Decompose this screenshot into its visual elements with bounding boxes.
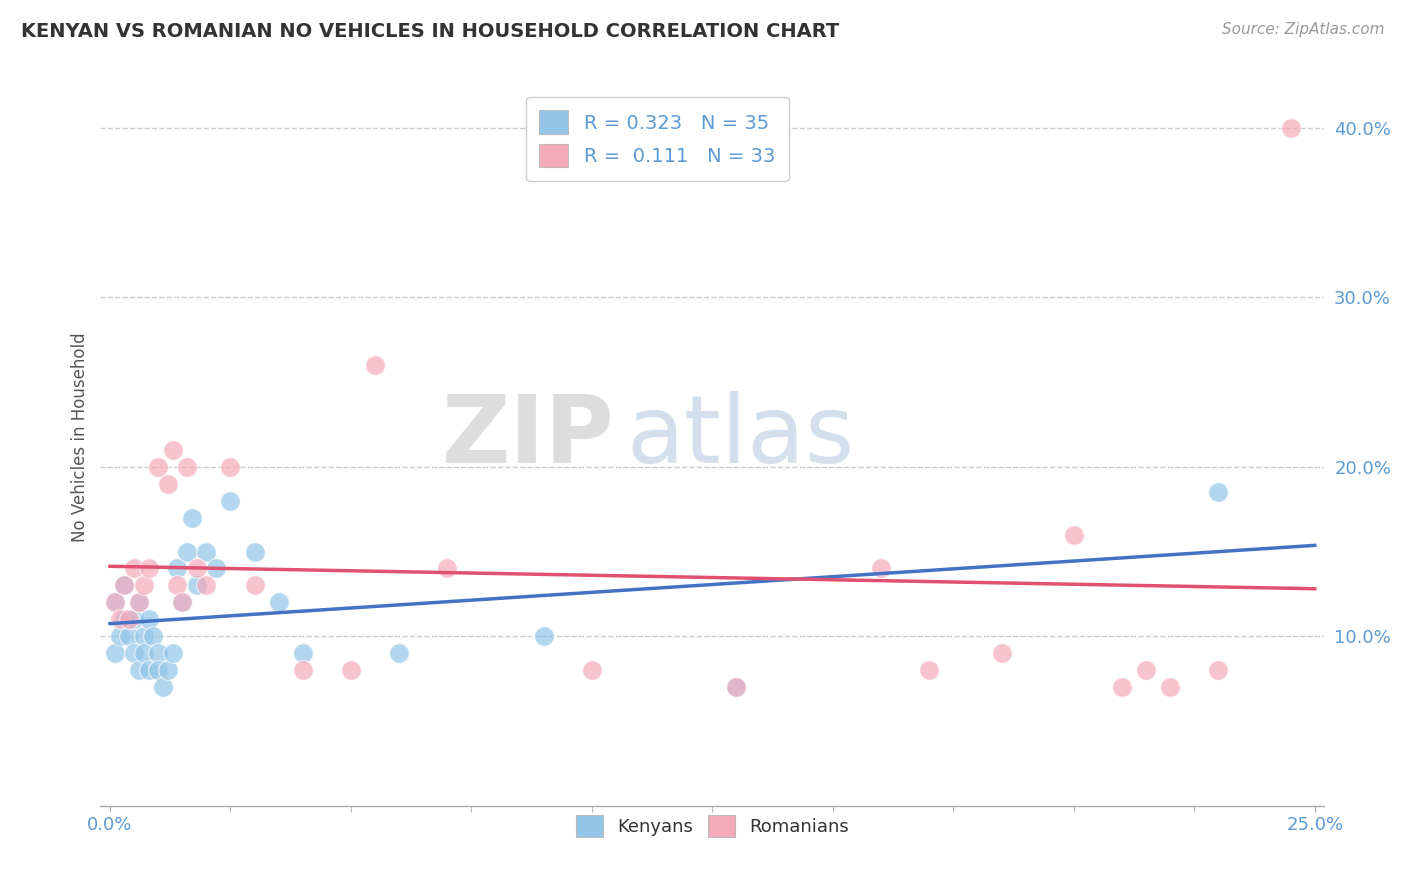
Point: [166, 561, 188, 575]
Point: [128, 595, 150, 609]
Point: [108, 629, 131, 643]
Point: [118, 612, 141, 626]
Point: [291, 663, 314, 677]
Point: [162, 442, 184, 457]
Point: [104, 595, 127, 609]
Point: [195, 578, 218, 592]
Point: [114, 578, 136, 592]
Point: [219, 493, 242, 508]
Point: [186, 561, 208, 575]
Point: [364, 358, 387, 372]
Point: [1135, 663, 1157, 677]
Point: [132, 629, 155, 643]
Point: [725, 680, 748, 694]
Point: [176, 459, 198, 474]
Point: [132, 578, 155, 592]
Point: [918, 663, 941, 677]
Point: [176, 544, 198, 558]
Point: [122, 561, 145, 575]
Point: [195, 544, 218, 558]
Point: [581, 663, 603, 677]
Text: Source: ZipAtlas.com: Source: ZipAtlas.com: [1222, 22, 1385, 37]
Point: [267, 595, 290, 609]
Text: KENYAN VS ROMANIAN NO VEHICLES IN HOUSEHOLD CORRELATION CHART: KENYAN VS ROMANIAN NO VEHICLES IN HOUSEH…: [21, 22, 839, 41]
Point: [1063, 527, 1085, 541]
Point: [180, 510, 202, 524]
Point: [243, 544, 266, 558]
Point: [243, 578, 266, 592]
Point: [152, 680, 174, 694]
Point: [533, 629, 555, 643]
Point: [128, 663, 150, 677]
Point: [291, 646, 314, 660]
Point: [172, 595, 194, 609]
Point: [138, 663, 160, 677]
Point: [1279, 120, 1302, 135]
Point: [138, 561, 160, 575]
Point: [138, 612, 160, 626]
Point: [436, 561, 458, 575]
Point: [205, 561, 228, 575]
Point: [114, 612, 136, 626]
Point: [162, 646, 184, 660]
Point: [186, 578, 208, 592]
Text: atlas: atlas: [627, 391, 855, 483]
Point: [388, 646, 411, 660]
Point: [122, 646, 145, 660]
Point: [148, 663, 170, 677]
Point: [118, 629, 141, 643]
Point: [340, 663, 363, 677]
Point: [156, 663, 179, 677]
Point: [148, 459, 170, 474]
Point: [172, 595, 194, 609]
Point: [122, 612, 145, 626]
Point: [114, 578, 136, 592]
Point: [148, 646, 170, 660]
Point: [166, 578, 188, 592]
Point: [1208, 485, 1230, 500]
Point: [104, 595, 127, 609]
Point: [219, 459, 242, 474]
Point: [870, 561, 893, 575]
Point: [1159, 680, 1181, 694]
Legend: Kenyans, Romanians: Kenyans, Romanians: [568, 808, 856, 845]
Point: [142, 629, 165, 643]
Point: [156, 476, 179, 491]
Point: [1208, 663, 1230, 677]
Point: [108, 612, 131, 626]
Y-axis label: No Vehicles in Household: No Vehicles in Household: [72, 333, 89, 542]
Point: [104, 646, 127, 660]
Point: [990, 646, 1012, 660]
Point: [725, 680, 748, 694]
Point: [128, 595, 150, 609]
Text: ZIP: ZIP: [441, 391, 614, 483]
Point: [132, 646, 155, 660]
Point: [1111, 680, 1133, 694]
